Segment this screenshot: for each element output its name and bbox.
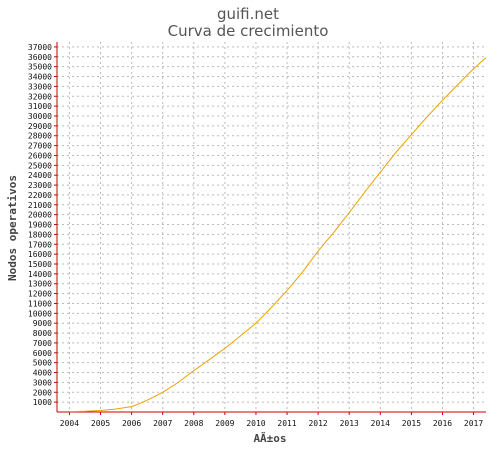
y-tick-label: 35000 [28,63,52,72]
y-tick-label: 12000 [28,290,52,299]
y-tick-label: 31000 [28,102,52,111]
y-tick-label: 34000 [28,73,52,82]
x-tick-label: 2010 [246,419,265,428]
x-tick-label: 2005 [91,419,110,428]
x-tick-label: 2012 [308,419,327,428]
y-tick-label: 8000 [33,329,52,338]
y-tick-label: 1000 [33,398,52,407]
y-tick-label: 24000 [28,171,52,180]
x-tick-label: 2009 [215,419,234,428]
x-tick-label: 2006 [122,419,141,428]
y-tick-label: 13000 [28,280,52,289]
y-tick-label: 4000 [33,369,52,378]
x-axis-label: AÃ±os [253,432,286,445]
y-tick-label: 23000 [28,181,52,190]
x-tick-label: 2007 [153,419,172,428]
x-tick-label: 2016 [433,419,452,428]
y-tick-label: 15000 [28,260,52,269]
y-tick-label: 2000 [33,388,52,397]
y-tick-label: 28000 [28,132,52,141]
grid [57,42,486,412]
y-tick-label: 6000 [33,349,52,358]
y-tick-label: 36000 [28,53,52,62]
series [69,57,487,413]
y-tick-label: 3000 [33,378,52,387]
y-tick-label: 37000 [28,43,52,52]
y-tick-label: 17000 [28,240,52,249]
y-tick-label: 26000 [28,151,52,160]
y-axis-label: Nodos operativos [6,175,19,281]
y-tick-label: 29000 [28,122,52,131]
tick-labels: 1000200030004000500060007000800090001000… [28,43,483,428]
y-tick-label: 32000 [28,92,52,101]
y-tick-label: 14000 [28,270,52,279]
y-tick-label: 5000 [33,359,52,368]
y-tick-label: 9000 [33,319,52,328]
y-tick-label: 22000 [28,191,52,200]
y-tick-label: 20000 [28,211,52,220]
y-tick-label: 16000 [28,250,52,259]
y-tick-label: 33000 [28,82,52,91]
y-tick-label: 19000 [28,221,52,230]
y-tick-label: 11000 [28,299,52,308]
y-tick-label: 18000 [28,230,52,239]
chart-subtitle: Curva de crecimiento [168,22,329,40]
y-tick-label: 10000 [28,309,52,318]
x-tick-label: 2017 [464,419,483,428]
y-tick-label: 27000 [28,142,52,151]
x-tick-label: 2008 [184,419,203,428]
x-tick-label: 2015 [402,419,421,428]
y-tick-label: 7000 [33,339,52,348]
axes [54,42,486,415]
y-tick-label: 30000 [28,112,52,121]
chart-title: guifi.net [217,5,279,23]
x-tick-label: 2004 [60,419,79,428]
y-tick-label: 25000 [28,161,52,170]
y-tick-label: 21000 [28,201,52,210]
x-tick-label: 2014 [371,419,390,428]
x-tick-label: 2011 [277,419,296,428]
x-tick-label: 2013 [340,419,359,428]
series-line [69,57,487,413]
